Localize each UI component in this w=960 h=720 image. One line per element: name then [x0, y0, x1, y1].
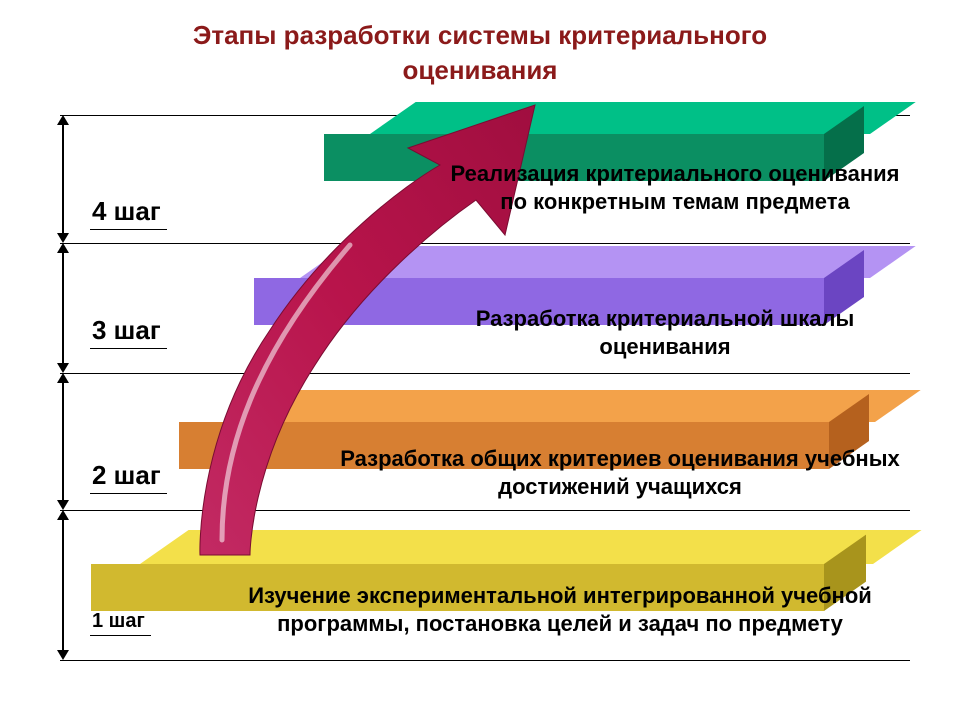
- step-label-1: 1 шаг: [90, 610, 151, 636]
- guide-line: [60, 510, 910, 511]
- title-line-2: оценивания: [403, 55, 558, 85]
- guide-line: [60, 243, 910, 244]
- step-description-3: Разработка критериальной шкалы оценивани…: [430, 305, 900, 360]
- step-description-2: Разработка общих критериев оценивания уч…: [320, 445, 920, 500]
- step-description-4: Реализация критериального оценивания по …: [440, 160, 910, 215]
- step-description-1: Изучение экспериментальной интегрированн…: [200, 582, 920, 637]
- title-line-1: Этапы разработки системы критериального: [193, 20, 767, 50]
- diagram-title: Этапы разработки системы критериального …: [0, 18, 960, 88]
- guide-line: [60, 660, 910, 661]
- step-label-2: 2 шаг: [90, 460, 167, 494]
- step-label-3: 3 шаг: [90, 315, 167, 349]
- diagram-root: Этапы разработки системы критериального …: [0, 0, 960, 720]
- step-label-4: 4 шаг: [90, 196, 167, 230]
- guide-line: [60, 373, 910, 374]
